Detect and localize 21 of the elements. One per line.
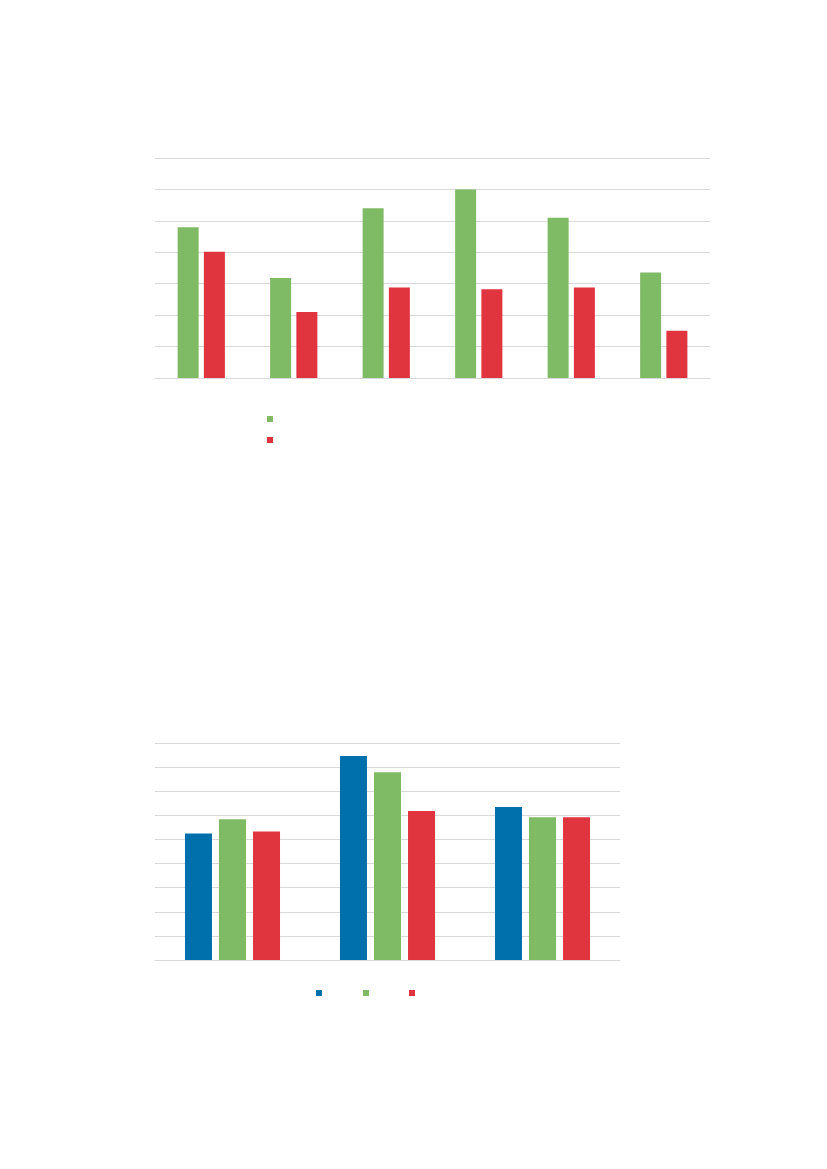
bar	[219, 819, 246, 960]
bar	[374, 772, 401, 960]
bar	[563, 817, 591, 960]
bar	[573, 287, 595, 378]
bar	[455, 189, 477, 378]
bar	[547, 217, 569, 378]
bar	[408, 811, 436, 960]
bar	[388, 287, 410, 378]
bar	[253, 831, 281, 960]
bar	[529, 817, 556, 960]
bar	[339, 755, 367, 960]
bar	[362, 208, 384, 378]
bar	[184, 833, 212, 960]
bar	[640, 272, 662, 378]
bar	[494, 806, 522, 960]
bar	[203, 251, 225, 378]
bar	[177, 227, 199, 378]
bar	[481, 289, 503, 378]
bar	[666, 330, 688, 378]
bar	[296, 312, 318, 378]
bar	[270, 278, 292, 378]
